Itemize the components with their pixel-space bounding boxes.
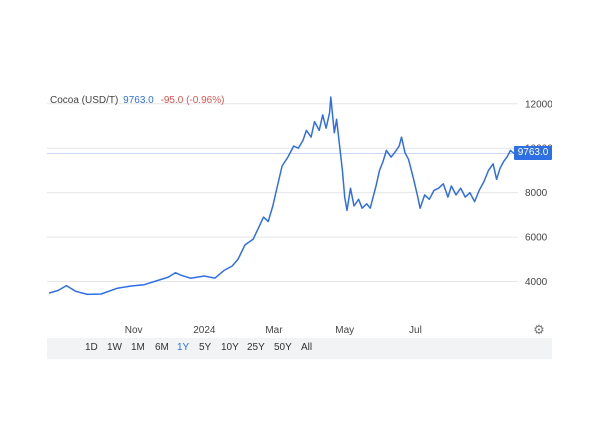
gear-icon[interactable]: ⚙ <box>533 322 545 337</box>
range-button-1m[interactable]: 1M <box>131 342 145 353</box>
x-tick-label: Mar <box>265 325 283 336</box>
x-tick-label: Jul <box>409 325 422 336</box>
chart-legend: Cocoa (USD/T) 9763.0 -95.0 (-0.96%) <box>50 95 224 106</box>
legend-symbol: Cocoa (USD/T) <box>50 95 119 106</box>
range-button-6m[interactable]: 6M <box>155 342 169 353</box>
last-price-badge: 9763.0 <box>514 146 552 161</box>
range-button-50y[interactable]: 50Y <box>274 342 292 353</box>
x-axis-ticks: Nov 2024 Mar May Jul <box>125 325 422 336</box>
y-tick-label: 6000 <box>525 233 548 244</box>
time-range-bar: 1D 1W 1M 6M 1Y 5Y 10Y 25Y 50Y All <box>47 338 552 359</box>
y-tick-label: 12000 <box>525 99 552 110</box>
legend-last-price: 9763.0 <box>123 95 154 106</box>
gridlines <box>47 103 518 283</box>
y-axis-ticks: 4000600080001000012000 <box>525 99 552 288</box>
chart-area: 4000600080001000012000 Nov2024MarMayJul … <box>47 80 552 359</box>
price-series-line <box>48 96 515 296</box>
range-button-5y[interactable]: 5Y <box>199 342 212 353</box>
range-button-10y[interactable]: 10Y <box>221 342 239 353</box>
range-button-1d[interactable]: 1D <box>85 342 98 353</box>
range-button-1y[interactable]: 1Y <box>177 342 190 353</box>
range-button-all[interactable]: All <box>301 342 313 353</box>
y-tick-label: 4000 <box>525 277 548 288</box>
x-tick-label: Nov <box>125 325 143 336</box>
range-button-1w[interactable]: 1W <box>107 342 122 353</box>
range-button-25y[interactable]: 25Y <box>247 342 265 353</box>
legend-change: -95.0 (-0.96%) <box>160 95 225 106</box>
x-tick-label: 2024 <box>193 325 216 336</box>
x-tick-label: May <box>335 325 354 336</box>
y-tick-label: 8000 <box>525 188 548 199</box>
